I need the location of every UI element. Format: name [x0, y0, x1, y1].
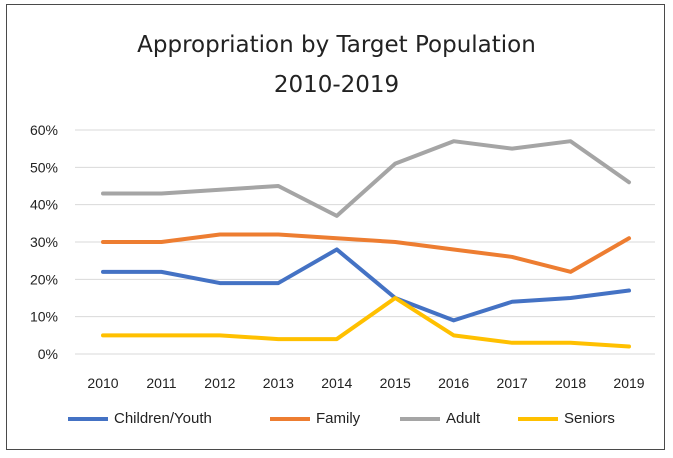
legend-label: Adult: [446, 410, 481, 427]
y-tick-label: 50%: [30, 159, 58, 175]
legend-label: Seniors: [564, 410, 615, 427]
chart-frame: [6, 4, 665, 450]
x-tick-label: 2016: [438, 375, 469, 391]
chart-title: Appropriation by Target Population: [137, 32, 536, 58]
x-tick-label: 2014: [321, 375, 352, 391]
x-tick-label: 2010: [87, 375, 118, 391]
legend-swatch: [518, 416, 558, 421]
series-line-seniors: [101, 296, 631, 349]
y-tick-label: 60%: [30, 122, 58, 138]
x-tick-label: 2018: [555, 375, 586, 391]
x-tick-label: 2017: [497, 375, 528, 391]
x-tick-label: 2019: [613, 375, 644, 391]
y-tick-label: 20%: [30, 271, 58, 287]
legend-swatch: [270, 416, 310, 421]
legend-item: Adult: [400, 410, 480, 427]
x-tick-label: 2013: [263, 375, 294, 391]
y-tick-label: 30%: [30, 234, 58, 250]
chart-legend: Children/Youth Family Adult Seniors: [0, 410, 673, 440]
chart-subtitle: 2010-2019: [273, 72, 400, 98]
x-tick-label: 2015: [380, 375, 411, 391]
legend-item: Seniors: [518, 410, 615, 427]
y-tick-label: 0%: [38, 346, 58, 362]
series-line-family: [101, 232, 631, 274]
series-line-adult: [101, 139, 631, 218]
legend-label: Children/Youth: [114, 410, 212, 427]
legend-swatch: [400, 416, 440, 421]
y-tick-label: 40%: [30, 197, 58, 213]
legend-swatch: [68, 416, 108, 421]
legend-item: Children/Youth: [68, 410, 212, 427]
y-tick-label: 10%: [30, 309, 58, 325]
x-tick-label: 2012: [204, 375, 235, 391]
legend-label: Family: [316, 410, 361, 427]
legend-item: Family: [270, 410, 360, 427]
x-tick-label: 2011: [146, 375, 176, 391]
series-line-children-youth: [101, 247, 631, 323]
